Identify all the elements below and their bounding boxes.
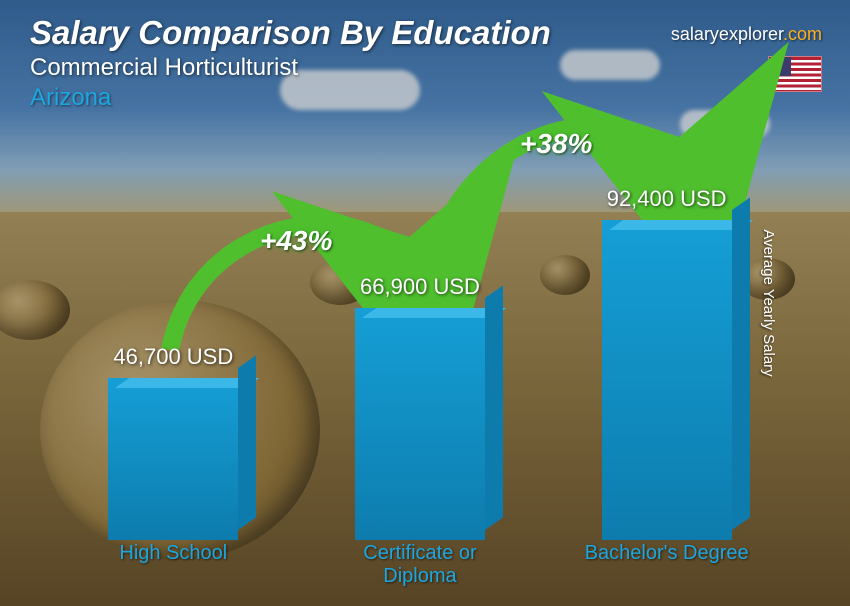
bar-3d [108, 378, 238, 540]
page-title: Salary Comparison By Education [30, 14, 551, 52]
category-label: Certificate or Diploma [330, 542, 510, 592]
category-label: Bachelor's Degree [577, 542, 757, 592]
value-label: 92,400 USD [607, 186, 727, 212]
value-label: 46,700 USD [113, 344, 233, 370]
bar-bachelor: 92,400 USD [577, 186, 757, 540]
header: Salary Comparison By Education Commercia… [30, 14, 551, 112]
value-label: 66,900 USD [360, 274, 480, 300]
bar-3d [602, 220, 732, 540]
category-labels: High School Certificate or Diploma Bache… [50, 542, 790, 592]
brand-label: salaryexplorer.com [671, 24, 822, 45]
region: Arizona [30, 84, 551, 112]
subtitle: Commercial Horticulturist [30, 54, 551, 82]
bar-high-school: 46,700 USD [83, 344, 263, 540]
us-flag-icon [768, 56, 822, 92]
bars-container: 46,700 USD 66,900 USD 92,400 USD [50, 120, 790, 540]
bar-certificate: 66,900 USD [330, 274, 510, 540]
category-label: High School [83, 542, 263, 592]
brand-ext: .com [783, 24, 822, 44]
bar-3d [355, 308, 485, 540]
salary-bar-chart: +43% +38% 46,700 USD 66,900 USD [0, 120, 820, 592]
brand-name: salaryexplorer [671, 24, 783, 44]
